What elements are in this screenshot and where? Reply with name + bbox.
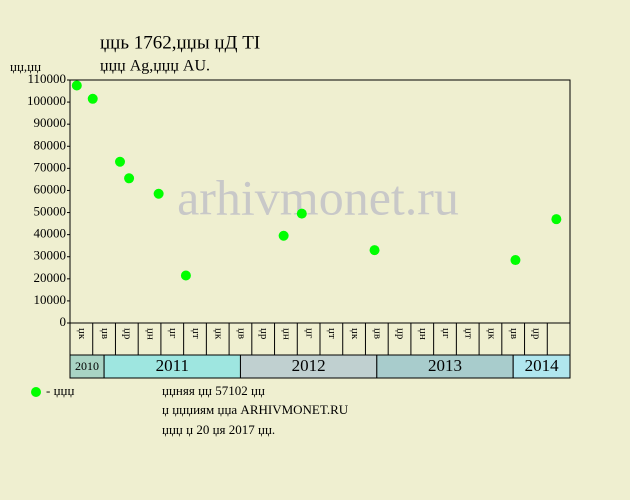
- data-point: [180, 270, 191, 281]
- data-point: [296, 208, 307, 219]
- data-point: [153, 188, 164, 199]
- x-tick-label: џр: [258, 328, 270, 340]
- y-axis-label: џџ,џџ: [10, 59, 41, 74]
- y-tick-label: 80000: [34, 137, 67, 152]
- y-tick-label: 20000: [34, 270, 67, 285]
- x-tick-label: џн: [417, 328, 429, 340]
- year-label: 2010: [75, 359, 99, 373]
- year-band: [512, 354, 571, 379]
- x-tick-label: џв: [99, 328, 111, 339]
- data-point: [278, 230, 289, 241]
- x-tick-label: џг: [167, 328, 179, 339]
- legend-marker: [31, 387, 41, 397]
- y-tick-label: 30000: [34, 248, 67, 263]
- x-tick-label: џв: [372, 328, 384, 339]
- y-tick-label: 50000: [34, 204, 67, 219]
- y-tick-label: 40000: [34, 226, 67, 241]
- x-tick-label: џр: [394, 328, 406, 340]
- chart-title: џџь 1762,џџы џД TI: [100, 32, 260, 53]
- year-label: 2012: [292, 356, 326, 375]
- y-tick-label: 90000: [34, 115, 67, 130]
- data-point: [87, 93, 98, 104]
- data-point: [124, 173, 135, 184]
- year-label: 2014: [525, 356, 560, 375]
- x-tick-label: џв: [508, 328, 520, 339]
- year-label: 2013: [428, 356, 462, 375]
- x-tick-label: џг: [440, 328, 452, 339]
- y-tick-label: 10000: [34, 292, 67, 307]
- x-tick-label: џв: [235, 328, 247, 339]
- y-tick-label: 100000: [27, 93, 66, 108]
- note: џџџ џ 20 џя 2017 џџ.: [162, 422, 275, 437]
- data-point: [71, 80, 82, 91]
- x-tick-label: џн: [281, 328, 293, 340]
- chart-subtitle: џџџ Ag,џџџ AU.: [100, 58, 210, 75]
- x-tick-label: џк: [76, 328, 88, 340]
- year-label: 2011: [156, 356, 189, 375]
- legend-label: - џџџ: [46, 383, 74, 398]
- note: џџняя џџ 57102 џџ: [162, 383, 265, 398]
- x-tick-label: џк: [485, 328, 497, 340]
- y-tick-label: 60000: [34, 181, 67, 196]
- y-tick-label: 0: [60, 314, 67, 329]
- x-tick-label: џн: [144, 328, 156, 340]
- x-tick-label: џр: [122, 328, 134, 340]
- note: џ џџџиям џџа ARHIVMONET.RU: [162, 402, 349, 417]
- x-tick-label: џт: [326, 328, 338, 339]
- x-tick-label: џт: [190, 328, 202, 339]
- data-point: [510, 255, 521, 266]
- y-tick-label: 70000: [34, 159, 67, 174]
- data-point: [369, 245, 380, 256]
- x-tick-label: џт: [463, 328, 475, 339]
- watermark: arhivmonet.ru: [177, 169, 459, 225]
- x-tick-label: џк: [213, 328, 225, 340]
- data-point: [551, 214, 562, 225]
- x-tick-label: џр: [531, 328, 543, 340]
- data-point: [115, 156, 125, 167]
- x-tick-label: џг: [303, 328, 315, 339]
- y-tick-label: 110000: [27, 71, 66, 86]
- x-tick-label: џк: [349, 328, 361, 340]
